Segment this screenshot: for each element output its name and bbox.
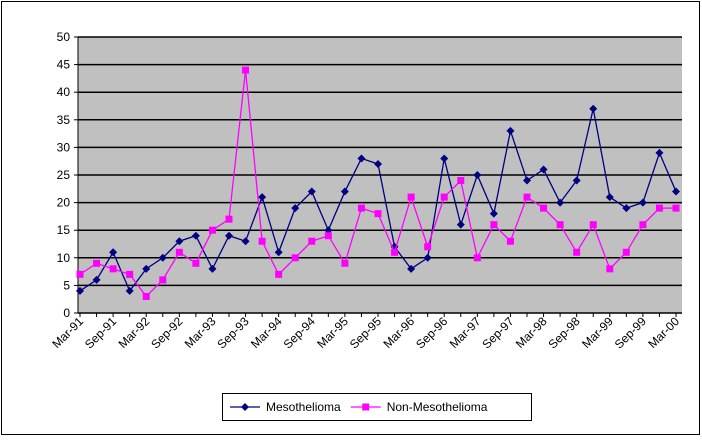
marker bbox=[639, 221, 647, 229]
marker bbox=[274, 248, 283, 257]
marker bbox=[142, 292, 150, 300]
marker bbox=[539, 165, 548, 174]
marker bbox=[589, 221, 597, 229]
marker bbox=[556, 198, 565, 207]
marker bbox=[125, 286, 134, 295]
marker bbox=[589, 104, 598, 113]
marker bbox=[540, 204, 548, 212]
marker bbox=[208, 226, 216, 234]
marker bbox=[374, 159, 382, 168]
y-tick-label: 15 bbox=[57, 223, 71, 237]
marker bbox=[672, 187, 680, 196]
y-tick-label: 5 bbox=[63, 278, 70, 292]
y-tick-label: 40 bbox=[57, 85, 71, 99]
marker bbox=[622, 248, 630, 256]
marks bbox=[76, 66, 680, 300]
marker bbox=[506, 237, 514, 245]
marker bbox=[159, 276, 167, 284]
marker bbox=[225, 231, 233, 240]
marker bbox=[241, 237, 250, 246]
marker bbox=[440, 154, 449, 163]
marker bbox=[523, 193, 531, 201]
marker bbox=[357, 154, 366, 163]
marker bbox=[291, 204, 300, 213]
y-tick-label: 30 bbox=[57, 140, 71, 154]
marker bbox=[307, 187, 316, 196]
marker bbox=[76, 286, 84, 295]
y-tick-label: 35 bbox=[57, 113, 71, 127]
marker bbox=[456, 220, 465, 229]
marker bbox=[672, 204, 680, 212]
y-tick-label: 10 bbox=[57, 251, 71, 265]
marker bbox=[192, 259, 200, 267]
marker bbox=[490, 221, 498, 229]
marker bbox=[258, 237, 266, 245]
marker bbox=[175, 248, 183, 256]
marker bbox=[109, 265, 117, 273]
marker bbox=[340, 187, 349, 196]
marker bbox=[606, 265, 614, 273]
marker bbox=[374, 210, 382, 218]
marker bbox=[208, 264, 217, 273]
marker bbox=[605, 193, 614, 202]
legend-label: Non-Mesothelioma bbox=[387, 400, 488, 414]
marker bbox=[473, 254, 481, 262]
marker bbox=[241, 403, 249, 411]
y-tick-label: 45 bbox=[57, 58, 71, 72]
marker bbox=[655, 148, 664, 157]
marker bbox=[341, 259, 349, 267]
marker bbox=[308, 237, 316, 245]
marker bbox=[191, 231, 200, 240]
marker bbox=[407, 193, 415, 201]
marker bbox=[76, 270, 84, 278]
marker bbox=[324, 226, 333, 235]
marker bbox=[324, 232, 332, 240]
marker bbox=[357, 204, 365, 212]
marker bbox=[242, 66, 250, 74]
marker bbox=[457, 177, 465, 185]
y-tick-label: 50 bbox=[57, 30, 71, 44]
y-tick-label: 25 bbox=[57, 168, 71, 182]
marker bbox=[489, 209, 498, 218]
marker bbox=[258, 193, 267, 202]
marker bbox=[572, 176, 581, 185]
marker bbox=[92, 275, 101, 284]
marker bbox=[573, 248, 581, 256]
marker bbox=[407, 264, 416, 273]
marker bbox=[275, 270, 283, 278]
legend-items: Mesothelioma Non-Mesothelioma bbox=[230, 400, 488, 414]
marker bbox=[655, 204, 663, 212]
marker bbox=[126, 270, 134, 278]
marker bbox=[291, 254, 299, 262]
y-tick-label: 0 bbox=[63, 306, 70, 320]
marker bbox=[175, 237, 184, 246]
marker bbox=[391, 248, 399, 256]
marker bbox=[424, 243, 432, 251]
marker bbox=[423, 253, 432, 262]
marker bbox=[506, 126, 515, 135]
marker bbox=[638, 198, 647, 207]
marker bbox=[93, 259, 101, 267]
marker bbox=[225, 215, 233, 223]
marker bbox=[556, 221, 564, 229]
marker bbox=[142, 264, 151, 273]
marker bbox=[440, 193, 448, 201]
y-tick-label: 20 bbox=[57, 196, 71, 210]
marker bbox=[622, 204, 631, 213]
marker bbox=[523, 176, 531, 185]
marker bbox=[362, 403, 370, 411]
legend-label: Mesothelioma bbox=[266, 400, 341, 414]
marker bbox=[158, 253, 167, 262]
marker bbox=[473, 171, 482, 179]
marker bbox=[109, 248, 118, 257]
